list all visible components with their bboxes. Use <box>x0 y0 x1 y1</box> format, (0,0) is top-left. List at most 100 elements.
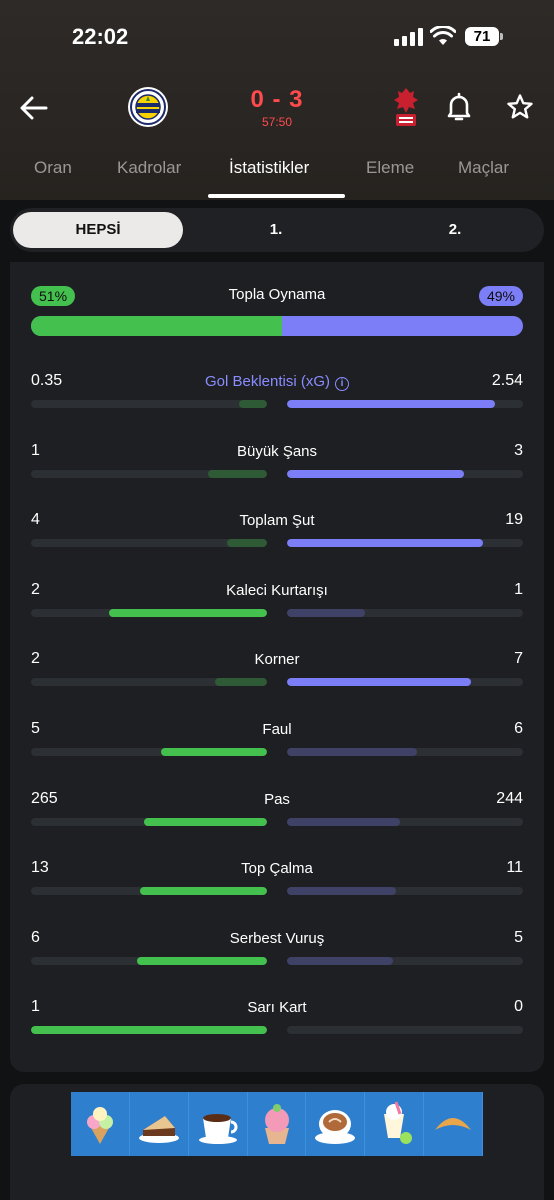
home-stat-bar <box>215 678 267 687</box>
stat-label-text: Gol Beklentisi (xG) <box>204 373 331 390</box>
stat-label: Korner <box>31 651 523 668</box>
away-stat-bar <box>287 678 472 687</box>
away-stat-track <box>287 400 523 408</box>
home-stat-value: 4 <box>31 511 40 529</box>
away-stat-bar <box>287 539 483 548</box>
away-stat-bar <box>287 887 396 896</box>
stats-card: 51% Topla Oynama 49% 0.35 Gol Beklentisi … <box>10 262 544 1072</box>
ad-image-strip[interactable] <box>71 1092 483 1156</box>
away-stat-value: 244 <box>496 789 523 807</box>
away-stat-bar <box>287 748 417 756</box>
segment-all[interactable]: HEPSİ <box>13 212 183 248</box>
possession-bar <box>31 316 523 336</box>
home-stat-value: 5 <box>31 720 40 737</box>
top-area: 22:02 71 0 - 3 57:50 <box>0 0 554 200</box>
match-clock: 57:50 <box>261 115 293 129</box>
stat-row: 1 Büyük Şans 3 <box>31 442 523 482</box>
tab-istatistikler[interactable]: İstatistikler <box>229 158 310 177</box>
stat-label-text: Büyük Şans <box>236 442 318 460</box>
home-stat-track <box>31 1026 267 1035</box>
home-stat-bar <box>208 469 267 478</box>
stat-label: Faul <box>31 721 523 738</box>
notification-bell-icon[interactable] <box>446 92 472 122</box>
match-header: 0 - 3 57:50 <box>0 80 554 136</box>
stat-label: Sarı Kart <box>31 999 523 1016</box>
home-stat-track <box>31 400 267 408</box>
back-arrow-icon[interactable] <box>16 90 52 126</box>
stat-row: 265 Pas 244 <box>31 790 523 830</box>
home-stat-value: 265 <box>31 789 58 807</box>
favorite-star-icon[interactable] <box>506 93 534 121</box>
stat-row: 13 Top Çalma 11 <box>31 859 523 899</box>
stat-row: 2 Korner 7 <box>31 650 523 690</box>
home-possession-badge: 51% <box>31 286 76 306</box>
coffee-cup-icon <box>189 1092 248 1156</box>
stat-label-text: Kaleci Kurtarışı <box>226 581 328 599</box>
possession-row: 51% Topla Oynama 49% <box>31 284 523 336</box>
croissant-icon <box>424 1092 483 1156</box>
stat-label: Top Çalma <box>31 860 523 877</box>
segment-second-half[interactable]: 2. <box>448 221 462 238</box>
possession-label: Topla Oynama <box>228 286 326 303</box>
home-stat-track <box>31 469 267 478</box>
home-stat-value: 13 <box>31 859 49 877</box>
period-selector: HEPSİ 1. 2. <box>10 208 544 252</box>
stat-label: Kaleci Kurtarışı <box>31 582 523 599</box>
home-stat-value: 6 <box>31 928 40 946</box>
signal-icon <box>394 28 423 46</box>
stat-row: 2 Kaleci Kurtarışı 1 <box>31 581 523 621</box>
tab-kadrolar[interactable]: Kadrolar <box>117 158 182 177</box>
stat-row: 0.35 Gol Beklentisi (xG) i 2.54 <box>31 372 523 412</box>
stat-row: 6 Serbest Vuruş 5 <box>31 929 523 969</box>
stat-row: 4 Toplam Şut 19 <box>31 511 523 551</box>
home-stat-track <box>31 956 267 965</box>
segment-first-half[interactable]: 1. <box>269 221 283 238</box>
home-stat-bar <box>31 1026 267 1035</box>
away-stat-track <box>287 678 523 687</box>
away-stat-bar <box>287 956 394 965</box>
away-stat-value: 11 <box>506 859 523 877</box>
info-icon[interactable]: i <box>335 377 350 391</box>
away-stat-value: 3 <box>514 441 523 459</box>
home-stat-track <box>31 887 267 896</box>
tab-bar: Oran Kadrolar İstatistikler Eleme Maçlar <box>0 146 554 200</box>
away-stat-bar <box>287 400 495 408</box>
away-stat-value: 19 <box>505 511 523 529</box>
away-stat-track <box>287 956 523 965</box>
home-stat-value: 2 <box>31 650 40 668</box>
away-team-crest-icon[interactable] <box>392 86 420 128</box>
stat-label: Serbest Vuruş <box>31 930 523 947</box>
home-stat-value: 1 <box>31 441 40 459</box>
away-stat-track <box>287 887 523 896</box>
ice-cream-icon <box>71 1092 130 1156</box>
home-stat-track <box>31 678 267 687</box>
away-stat-value: 1 <box>514 580 523 598</box>
away-stat-bar <box>287 817 401 826</box>
away-stat-value: 6 <box>514 720 523 737</box>
away-stat-value: 5 <box>514 928 523 946</box>
stat-label-text: Faul <box>262 721 292 738</box>
battery-icon: 71 <box>465 27 499 46</box>
tab-oran[interactable]: Oran <box>34 158 72 177</box>
home-stat-value: 1 <box>31 998 40 1016</box>
ad-banner[interactable] <box>10 1084 544 1200</box>
stat-label-text: Sarı Kart <box>247 999 307 1017</box>
cappuccino-icon <box>306 1092 366 1156</box>
home-stat-bar <box>139 887 267 896</box>
battery-tip <box>500 33 503 40</box>
tab-eleme[interactable]: Eleme <box>366 158 415 177</box>
milkshake-icon <box>365 1092 425 1156</box>
stat-label-text: Pas <box>264 790 290 808</box>
tab-maclar[interactable]: Maçlar <box>458 158 510 177</box>
away-stat-track <box>287 1026 523 1035</box>
stat-label-text: Toplam Şut <box>239 512 315 530</box>
stat-label[interactable]: Gol Beklentisi (xG) i <box>31 373 523 391</box>
stat-row: 1 Sarı Kart 0 <box>31 998 523 1038</box>
away-possession-badge: 49% <box>478 286 523 306</box>
home-team-crest-icon[interactable] <box>127 86 169 128</box>
stat-label-text: Serbest Vuruş <box>229 929 325 947</box>
home-stat-bar <box>238 400 267 408</box>
home-stat-bar <box>144 817 267 826</box>
stat-label-text: Korner <box>254 651 300 669</box>
home-stat-value: 0.35 <box>31 372 63 389</box>
